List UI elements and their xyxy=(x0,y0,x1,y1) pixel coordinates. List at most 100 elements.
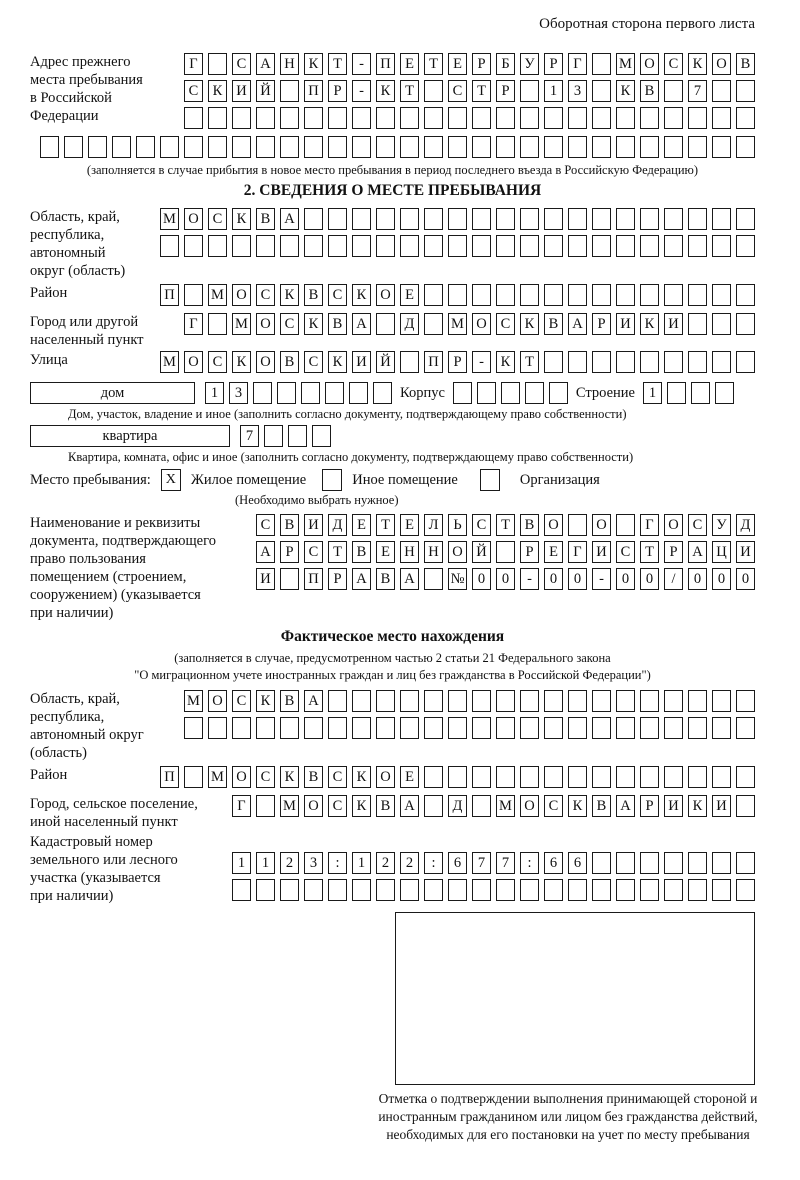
char-cell: О xyxy=(232,284,251,306)
char-cell xyxy=(400,690,419,712)
section2-title: 2. СВЕДЕНИЯ О МЕСТЕ ПРЕБЫВАНИЯ xyxy=(243,182,542,199)
char-cell xyxy=(736,235,755,257)
char-cell: Р xyxy=(496,80,515,102)
char-cell xyxy=(640,351,659,373)
char-cell xyxy=(544,107,563,129)
char-cell xyxy=(376,136,395,158)
char-cell: К xyxy=(304,313,323,335)
char-cell: И xyxy=(256,568,275,590)
char-cell xyxy=(592,284,611,306)
char-cell: Р xyxy=(328,80,347,102)
city-label: Город или другой населенный пункт xyxy=(30,314,144,348)
char-cell xyxy=(256,136,275,158)
char-cell: С xyxy=(232,53,251,75)
char-cell xyxy=(664,208,683,230)
char-cell xyxy=(736,717,755,739)
char-cell xyxy=(448,235,467,257)
char-cell xyxy=(253,382,272,404)
char-cell xyxy=(664,717,683,739)
char-cell xyxy=(616,351,635,373)
char-cell xyxy=(496,541,515,563)
char-cell xyxy=(664,766,683,788)
char-cell xyxy=(328,107,347,129)
char-cell: С xyxy=(256,766,275,788)
char-cell: О xyxy=(520,795,539,817)
char-cell xyxy=(424,136,443,158)
char-cell xyxy=(496,136,515,158)
char-cell xyxy=(736,852,755,874)
apartment-label-box: квартира xyxy=(30,425,230,447)
char-cell xyxy=(712,313,731,335)
char-cell xyxy=(520,717,539,739)
char-cell xyxy=(736,351,755,373)
char-cell xyxy=(520,690,539,712)
char-cell: И xyxy=(304,514,323,536)
char-cell xyxy=(472,717,491,739)
actual-region-row-2 xyxy=(180,717,755,739)
char-cell: М xyxy=(448,313,467,335)
char-cell: 0 xyxy=(544,568,563,590)
stay-type-caption: (Необходимо выбрать нужное) xyxy=(235,493,399,507)
char-cell xyxy=(40,136,59,158)
char-cell: М xyxy=(616,53,635,75)
char-cell: С xyxy=(256,284,275,306)
char-cell: 3 xyxy=(304,852,323,874)
char-cell xyxy=(640,717,659,739)
char-cell xyxy=(280,568,299,590)
char-cell xyxy=(208,136,227,158)
char-cell: И xyxy=(664,795,683,817)
char-cell: Г xyxy=(232,795,251,817)
char-cell xyxy=(232,879,251,901)
char-cell: А xyxy=(616,795,635,817)
char-cell xyxy=(688,136,707,158)
char-cell: С xyxy=(256,514,275,536)
char-cell: 2 xyxy=(376,852,395,874)
char-cell xyxy=(616,107,635,129)
char-cell xyxy=(640,284,659,306)
char-cell xyxy=(736,284,755,306)
stay-option-organization-checkbox xyxy=(479,469,500,491)
char-cell xyxy=(664,690,683,712)
char-cell xyxy=(712,284,731,306)
char-cell: : xyxy=(424,852,443,874)
char-cell: О xyxy=(304,795,323,817)
char-cell xyxy=(640,852,659,874)
char-cell xyxy=(376,879,395,901)
char-cell: С xyxy=(280,313,299,335)
char-cell xyxy=(544,208,563,230)
char-cell xyxy=(277,382,296,404)
char-cell: В xyxy=(640,80,659,102)
char-cell: О xyxy=(712,53,731,75)
char-cell: С xyxy=(304,541,323,563)
char-cell xyxy=(568,351,587,373)
char-cell: В xyxy=(304,284,323,306)
char-cell xyxy=(712,235,731,257)
char-cell: И xyxy=(712,795,731,817)
char-cell xyxy=(544,351,563,373)
char-cell xyxy=(568,514,587,536)
document-label: Наименование и реквизиты документа, подт… xyxy=(30,515,216,621)
char-cell: 7 xyxy=(496,852,515,874)
char-cell: 6 xyxy=(568,852,587,874)
char-cell: В xyxy=(520,514,539,536)
char-cell xyxy=(328,717,347,739)
char-cell xyxy=(736,80,755,102)
char-cell xyxy=(616,852,635,874)
char-cell xyxy=(232,717,251,739)
house-caption: Дом, участок, владение и иное (заполнить… xyxy=(68,407,627,421)
char-cell xyxy=(736,766,755,788)
char-cell: К xyxy=(688,53,707,75)
char-cell xyxy=(688,879,707,901)
char-cell xyxy=(592,879,611,901)
char-cell: Г xyxy=(640,514,659,536)
document-row-3: И П Р А В А № 0 0-0 0-0 0/0 0 0 xyxy=(256,568,755,590)
stay-option-other-label: Иное помещение xyxy=(352,471,458,488)
char-cell xyxy=(496,766,515,788)
char-cell xyxy=(304,208,323,230)
char-cell: О xyxy=(256,313,275,335)
char-cell: 0 xyxy=(472,568,491,590)
char-cell: - xyxy=(352,53,371,75)
region-label: Область, край, республика, автономный ок… xyxy=(30,209,126,279)
